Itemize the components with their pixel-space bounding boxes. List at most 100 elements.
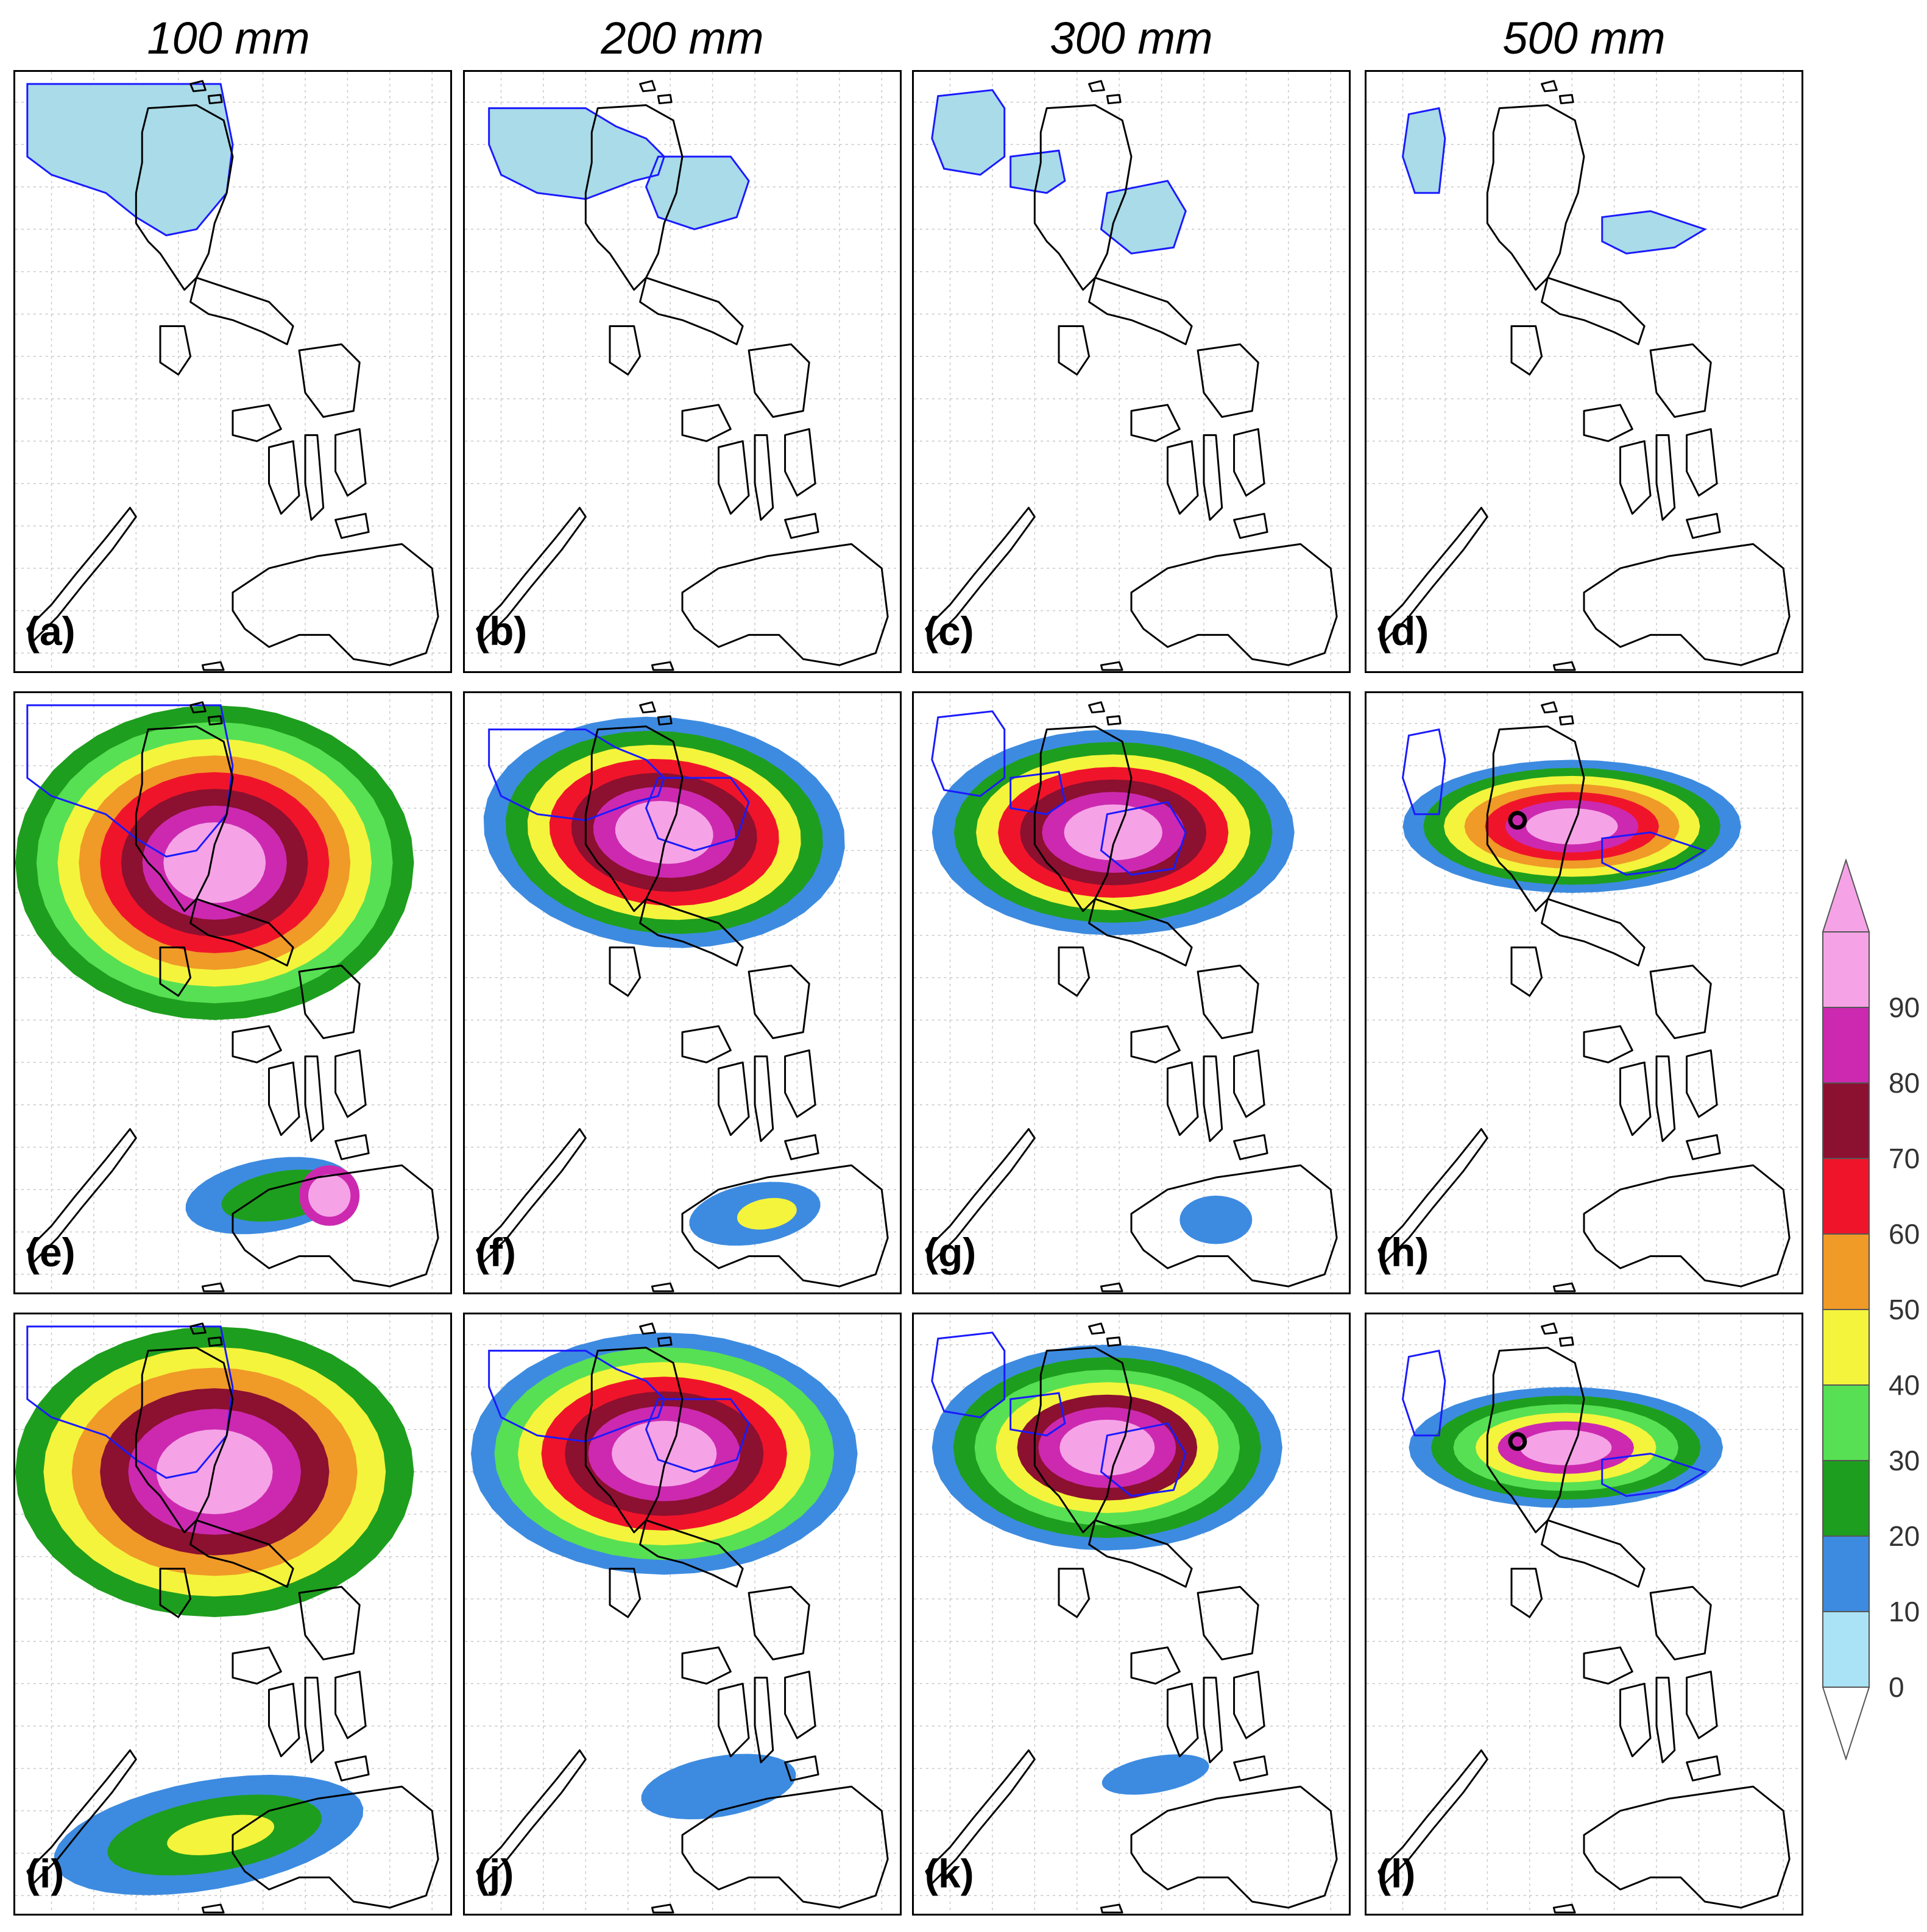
map-panel-l: (l) xyxy=(1365,1313,1803,1916)
coastline-8 xyxy=(334,513,370,539)
coastline-8 xyxy=(334,1755,370,1782)
coastline-0 xyxy=(584,1347,684,1534)
coastline-9 xyxy=(26,1128,137,1263)
zero-contour-line xyxy=(1401,107,1707,255)
coastline-0 xyxy=(1033,104,1133,291)
coastline-13 xyxy=(201,661,225,671)
column-title-100mm: 100 mm xyxy=(147,13,310,63)
shaded-field-0 xyxy=(1402,108,1445,193)
zero-contour-line xyxy=(488,728,750,851)
coastline-7 xyxy=(334,1049,367,1118)
panel-label: (a) xyxy=(26,608,76,654)
coastline-12 xyxy=(1106,715,1122,726)
coastline-12 xyxy=(657,94,673,105)
map-canvas xyxy=(1367,693,1801,1292)
shaded-field-5 xyxy=(1520,1430,1612,1465)
coastline-11 xyxy=(1541,1322,1558,1335)
coastline-4 xyxy=(681,404,732,442)
zero-contour-line xyxy=(26,704,234,858)
map-grid xyxy=(914,72,1349,671)
coastline-10 xyxy=(1130,1164,1338,1288)
coastline-13 xyxy=(651,1282,674,1292)
zero-contour-line xyxy=(931,89,1187,255)
map-panel-a: (a) xyxy=(13,70,452,673)
coastline-9 xyxy=(476,1749,587,1884)
colorbar-segment-5 xyxy=(1822,1233,1870,1310)
map-canvas xyxy=(465,693,900,1292)
colorbar xyxy=(1822,859,1870,1760)
colorbar-tick-label: 90 xyxy=(1889,992,1920,1023)
map-panel-d: (d) xyxy=(1365,70,1803,673)
coastline-5 xyxy=(718,440,750,515)
map-panel-g: (g) xyxy=(912,691,1351,1294)
coastline-12 xyxy=(657,715,673,726)
coastline-11 xyxy=(639,701,656,714)
coastline-11 xyxy=(1088,80,1105,93)
coastline-5 xyxy=(718,1061,750,1137)
coastline-2 xyxy=(1058,946,1091,997)
coastline-10 xyxy=(232,543,439,666)
coastline-1 xyxy=(1541,898,1646,967)
coastline-9 xyxy=(476,1128,587,1263)
panel-label: (b) xyxy=(476,608,528,654)
shaded-field-7 xyxy=(163,822,266,903)
coastline-10 xyxy=(1583,1164,1791,1288)
coastline-9 xyxy=(925,507,1036,642)
coastline-4 xyxy=(681,1646,732,1685)
colorbar-tick-label: 50 xyxy=(1889,1294,1920,1325)
zero-contour-line xyxy=(1401,728,1707,876)
zero-contour-line xyxy=(488,1350,750,1473)
coastline-9 xyxy=(1377,507,1488,642)
coastline-0 xyxy=(1486,725,1585,912)
panel-label: (c) xyxy=(925,608,974,654)
coastline-0 xyxy=(584,725,684,912)
coastline-11 xyxy=(189,80,207,93)
shaded-field-11 xyxy=(308,1174,351,1217)
zero-contour-line xyxy=(931,1331,1187,1497)
colorbar-segment-8 xyxy=(1822,1007,1870,1084)
coastline-11 xyxy=(1088,1322,1105,1335)
shaded-field-5 xyxy=(156,1429,273,1514)
coastline-0 xyxy=(584,104,684,291)
coastline-1 xyxy=(189,898,294,967)
shaded-field-7 xyxy=(641,1754,796,1820)
coastline-0 xyxy=(135,104,234,291)
coastline-7 xyxy=(1686,428,1718,497)
panel-label: (d) xyxy=(1377,608,1429,654)
coastline-1 xyxy=(639,277,744,345)
coastline-3 xyxy=(298,343,361,418)
coastline-8 xyxy=(334,1134,370,1160)
column-title-500mm: 500 mm xyxy=(1502,13,1666,63)
coastline-3 xyxy=(748,343,810,418)
coastline-5 xyxy=(268,1061,300,1137)
coastline-7 xyxy=(1233,1670,1265,1740)
coastline-10 xyxy=(232,1785,439,1909)
coastline-9 xyxy=(26,1749,137,1884)
coastline-10 xyxy=(681,1785,889,1909)
coastline-8 xyxy=(1686,1755,1721,1782)
coastline-12 xyxy=(1558,1336,1574,1347)
map-panel-j: (j) xyxy=(463,1313,902,1916)
coastline-6 xyxy=(1655,434,1676,521)
coastline-7 xyxy=(334,1670,367,1740)
shaded-field-1 xyxy=(1010,150,1065,193)
map-canvas xyxy=(914,693,1349,1292)
coastline-1 xyxy=(189,1519,294,1588)
coastline-4 xyxy=(1583,404,1633,442)
coastline-9 xyxy=(476,507,587,642)
coastline-6 xyxy=(754,1055,774,1143)
coastline-12 xyxy=(207,715,223,726)
coastline-3 xyxy=(1649,1585,1712,1661)
coastline-4 xyxy=(1583,1646,1633,1685)
coastline-4 xyxy=(232,1646,282,1685)
coastline-6 xyxy=(304,1055,325,1143)
coastline-13 xyxy=(651,661,674,671)
shaded-field-6 xyxy=(1059,1419,1155,1476)
shaded-field-6 xyxy=(612,1420,717,1487)
coastline-1 xyxy=(1541,277,1646,345)
coastline-10 xyxy=(232,1164,439,1288)
map-panel-e: (e) xyxy=(13,691,452,1294)
coastline-8 xyxy=(1686,1134,1721,1160)
coastline-0 xyxy=(1033,1347,1133,1534)
coastline-8 xyxy=(1686,513,1721,539)
